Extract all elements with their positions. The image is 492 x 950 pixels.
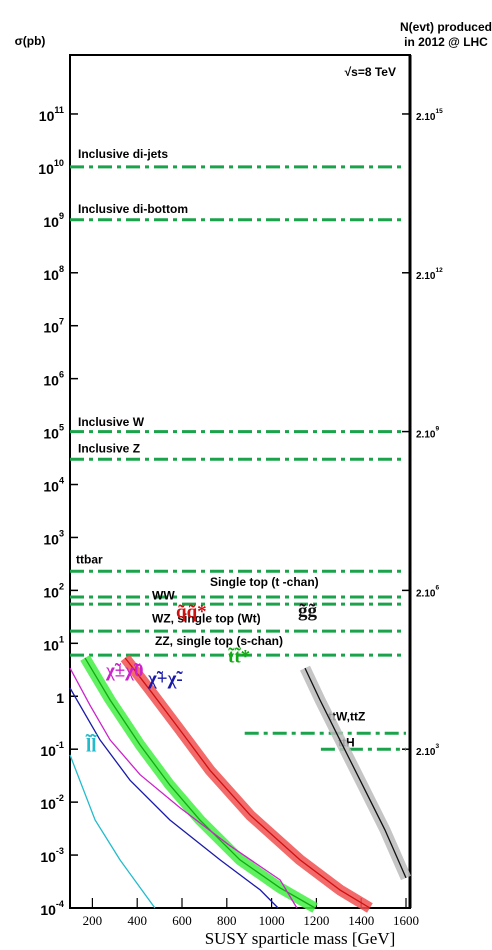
series-line — [84, 657, 316, 909]
annotation: √s=8 TeV — [345, 65, 396, 79]
x-tick-label: 400 — [127, 913, 147, 928]
y-tick-label: 102 — [43, 582, 64, 600]
y-tick-label: 105 — [43, 423, 64, 441]
y-tick-label: 1010 — [38, 158, 64, 176]
y-tick-label: 10-4 — [40, 899, 65, 917]
y-tick-label: 103 — [43, 529, 64, 547]
series-label: g̃g̃ — [298, 600, 318, 621]
series-label: χ̃±χ̃0 — [105, 660, 143, 681]
y2-tick-label: 2.103 — [416, 743, 439, 758]
y2-axis-label: in 2012 @ LHC — [404, 35, 488, 49]
process-label: WW — [152, 588, 175, 602]
y-tick-label: 109 — [43, 211, 64, 229]
process-label: ZZ, single top (s-chan) — [155, 634, 283, 648]
series-line — [69, 754, 156, 909]
y-tick-label: 1011 — [39, 105, 64, 123]
x-tick-label: 1400 — [348, 913, 374, 928]
y-tick-label: 106 — [43, 370, 64, 388]
y-tick-label: 104 — [43, 476, 65, 494]
series-line — [124, 657, 371, 909]
y-tick-label: 10-2 — [40, 794, 64, 812]
y-tick-label: 1 — [56, 690, 64, 706]
x-tick-label: 800 — [217, 913, 237, 928]
y2-tick-label: 2.1015 — [416, 108, 443, 123]
series-label: t̃t̃* — [228, 646, 250, 667]
y-axis-label: σ(pb) — [15, 34, 46, 48]
series-label: q̃q̃* — [176, 601, 207, 622]
process-label: Inclusive Z — [78, 441, 140, 455]
y2-tick-label: 2.106 — [416, 584, 439, 599]
y-tick-label: 108 — [43, 264, 64, 282]
x-tick-label: 200 — [83, 913, 103, 928]
process-label: Inclusive di-bottom — [78, 202, 188, 216]
x-tick-label: 1000 — [259, 913, 285, 928]
series-line — [69, 667, 298, 909]
y2-tick-label: 2.1012 — [416, 266, 443, 281]
uncertainty-band — [80, 655, 318, 913]
series-label: χ̃+χ̃- — [147, 668, 183, 689]
y-tick-label: 107 — [43, 317, 64, 335]
series-label: l̃l̃ — [85, 735, 97, 757]
process-label: Inclusive W — [78, 415, 145, 429]
y2-axis-label: N(evt) produced — [400, 20, 492, 34]
y-tick-label: 10-3 — [40, 846, 64, 864]
process-label: Inclusive di-jets — [78, 147, 168, 161]
process-label: ttbar — [76, 552, 103, 566]
series-line — [304, 667, 407, 879]
process-label: WZ, single top (Wt) — [152, 611, 261, 625]
x-axis-label: SUSY sparticle mass [GeV] — [205, 929, 396, 948]
x-tick-label: 1200 — [303, 913, 329, 928]
y-tick-label: 10-1 — [40, 741, 64, 759]
y2-tick-label: 2.109 — [416, 425, 439, 440]
x-tick-label: 600 — [172, 913, 192, 928]
process-label: Single top (t -chan) — [210, 575, 319, 589]
series-line — [69, 687, 279, 909]
process-label: ttW,ttZ — [328, 709, 365, 723]
y-tick-label: 101 — [43, 635, 64, 653]
x-tick-label: 1600 — [393, 913, 419, 928]
